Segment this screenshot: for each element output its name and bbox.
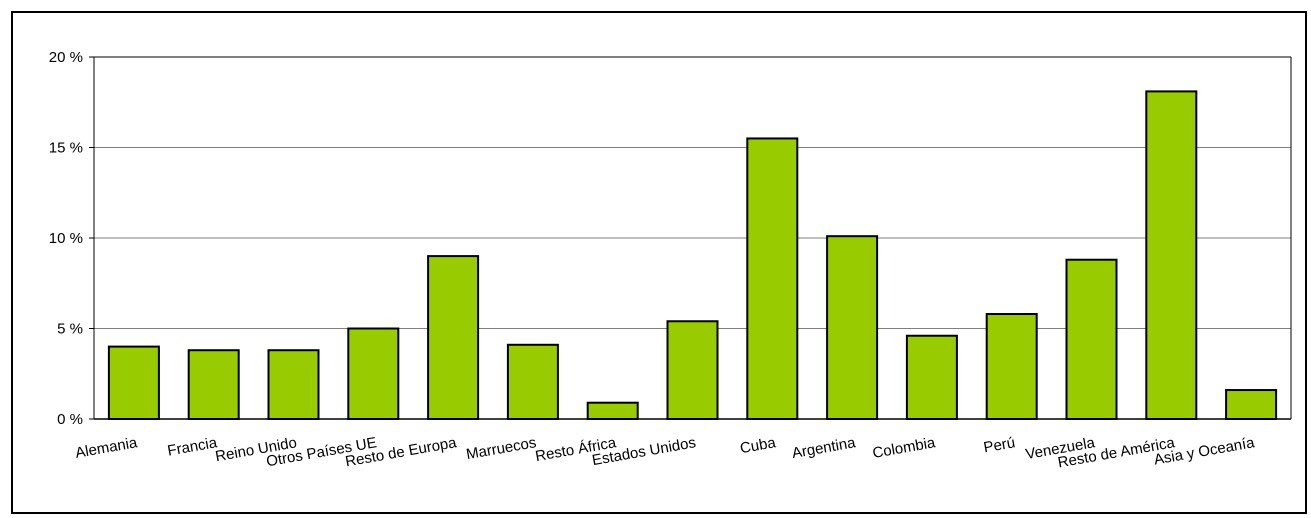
y-tick-label: 15 % [49, 140, 83, 157]
bar [905, 334, 958, 420]
bar [1225, 389, 1278, 421]
axes [93, 56, 1292, 420]
x-tick-label: Perú [982, 434, 1016, 456]
y-tick-label: 20 % [49, 49, 83, 66]
x-tick-label: Cuba [739, 434, 778, 457]
bar [985, 313, 1038, 420]
bar [1145, 90, 1198, 420]
bar [267, 349, 320, 420]
bar [427, 255, 480, 420]
x-tick-label: Argentina [791, 434, 858, 462]
x-tick-label: Francia [166, 434, 219, 460]
x-tick-label: Marruecos [465, 434, 538, 463]
bar [1065, 258, 1118, 420]
y-axis-ticks: 0 % 5 % 10 % 15 % 20 % [49, 49, 94, 428]
bar [107, 345, 160, 421]
y-tick-label: 0 % [57, 411, 83, 428]
y-tick-label: 5 % [57, 321, 83, 338]
bar [506, 343, 559, 421]
bar [187, 349, 240, 420]
x-tick-label: Alemania [74, 434, 139, 462]
bars [107, 90, 1278, 421]
bar [746, 137, 799, 420]
x-tick-label: Colombia [871, 434, 937, 462]
bar [347, 327, 400, 420]
bar [666, 320, 719, 421]
bar [586, 401, 639, 420]
y-tick-label: 10 % [49, 230, 83, 247]
bar [826, 235, 879, 420]
